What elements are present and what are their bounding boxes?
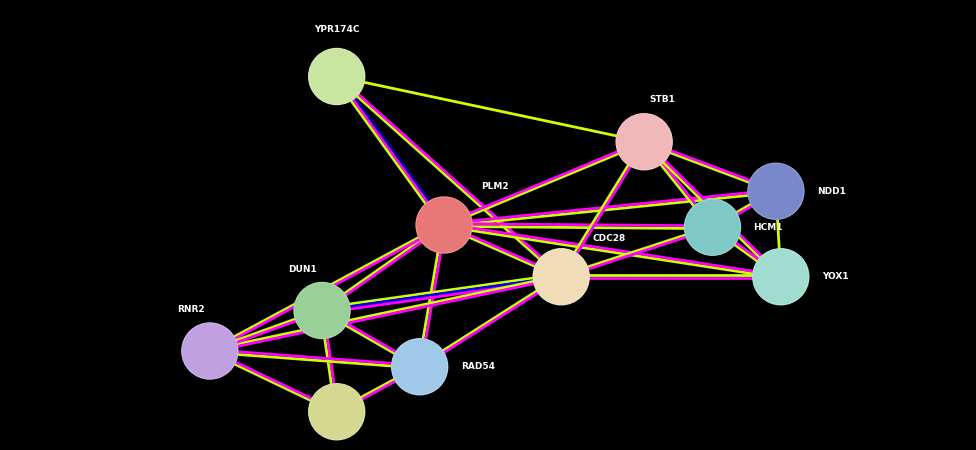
Text: RNR2: RNR2 [178,305,205,314]
Ellipse shape [391,339,448,395]
Text: HCM1: HCM1 [753,223,783,232]
Ellipse shape [416,197,472,253]
Text: CDC28: CDC28 [592,234,626,243]
Text: YPR174C: YPR174C [314,25,359,34]
Text: YOX1: YOX1 [822,272,848,281]
Ellipse shape [308,49,365,104]
Ellipse shape [294,283,350,338]
Text: RAD54: RAD54 [461,362,495,371]
Ellipse shape [752,249,809,305]
Text: STB1: STB1 [649,94,675,104]
Ellipse shape [182,323,238,379]
Ellipse shape [308,384,365,440]
Ellipse shape [748,163,804,219]
Text: PLM2: PLM2 [481,182,508,191]
Ellipse shape [533,249,590,305]
Ellipse shape [616,114,672,170]
Text: NDD1: NDD1 [817,187,846,196]
Ellipse shape [684,199,741,255]
Text: DUN1: DUN1 [289,265,317,274]
